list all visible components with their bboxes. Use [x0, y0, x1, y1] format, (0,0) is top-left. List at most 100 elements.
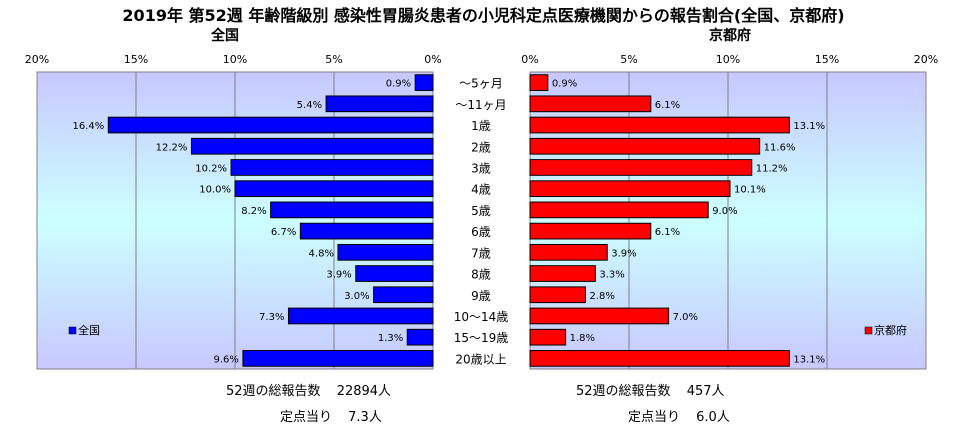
national-data-label: 4.8% [309, 248, 334, 259]
footer-national-per: 定点当り 7.3人 [280, 406, 382, 425]
national-bar [373, 286, 434, 304]
kyoto-data-label: 0.9% [552, 79, 577, 90]
kyoto-tick-label: 0% [521, 53, 538, 66]
national-tick-label: 0% [424, 53, 441, 66]
kyoto-data-label: 13.1% [793, 121, 825, 132]
national-data-label: 10.0% [199, 185, 231, 196]
legend-national-swatch [68, 326, 77, 335]
kyoto-bar [529, 74, 549, 91]
kyoto-bar [529, 243, 608, 261]
footer-national-per-label: 定点当り [280, 410, 333, 425]
category-label: 6歳 [471, 225, 491, 239]
footer-kyoto-total-label: 52週の総報告数 [576, 384, 671, 399]
kyoto-bar [529, 307, 670, 325]
category-label: 9歳 [471, 289, 491, 303]
right-panel: 0% 5% 10% 15% 20% 0.9% 6.1% 13.1% 11.6% 11.2% 10.1… [521, 53, 938, 370]
national-data-label: 1.3% [378, 333, 403, 344]
footer-national-per-value: 7.3人 [348, 410, 382, 425]
national-tick-label: 10% [223, 53, 247, 66]
kyoto-bar [529, 137, 761, 155]
national-bar [325, 95, 434, 113]
national-bar [242, 350, 434, 367]
category-label: 7歳 [471, 246, 491, 260]
category-label: 20歳以上 [455, 352, 506, 366]
national-data-label: 3.0% [344, 291, 369, 302]
kyoto-data-label: 6.1% [655, 100, 680, 111]
national-tick-label: 5% [325, 53, 342, 66]
national-bar [190, 137, 434, 155]
right-panel-title: 京都府 [709, 27, 751, 44]
category-label: 8歳 [471, 268, 491, 282]
footer-national-total-value: 22894人 [336, 384, 392, 399]
kyoto-bar [529, 222, 652, 240]
kyoto-tick-label: 20% [914, 53, 938, 66]
national-bar [287, 307, 434, 325]
national-bar [406, 328, 434, 346]
national-tick-label: 20% [25, 53, 49, 66]
kyoto-bar [529, 180, 731, 198]
footer-kyoto-per-value: 6.0人 [696, 410, 730, 425]
kyoto-tick-label: 10% [716, 53, 740, 66]
kyoto-bar [529, 201, 709, 219]
category-label: 3歳 [471, 161, 491, 175]
kyoto-data-label: 7.0% [673, 312, 698, 323]
kyoto-data-label: 11.2% [756, 163, 788, 174]
kyoto-bar [529, 116, 790, 134]
category-label: 4歳 [471, 183, 491, 197]
national-data-label: 9.6% [214, 354, 239, 365]
national-data-label: 10.2% [195, 163, 227, 174]
national-bar [270, 201, 434, 219]
national-bar [337, 243, 434, 261]
kyoto-bar [529, 95, 652, 113]
kyoto-tick-label: 15% [815, 53, 839, 66]
legend-kyoto: 京都府 [864, 323, 907, 337]
national-bar [299, 222, 434, 240]
national-data-label: 12.2% [156, 142, 188, 153]
kyoto-data-label: 11.6% [764, 142, 796, 153]
kyoto-bar [529, 328, 567, 346]
national-bar [355, 265, 434, 282]
kyoto-tick-label: 5% [620, 53, 637, 66]
national-tick-label: 15% [124, 53, 148, 66]
chart-title: 2019年 第52週 年齢階級別 感染性胃腸炎患者の小児科定点医療機関からの報告… [122, 6, 845, 25]
category-label: 5歳 [471, 204, 491, 218]
national-data-label: 6.7% [271, 227, 296, 238]
national-bar [234, 180, 434, 198]
footer-national-total: 52週の総報告数 22894人 [226, 380, 391, 399]
national-data-label: 7.3% [259, 312, 284, 323]
category-label: 10～14歳 [454, 310, 509, 324]
national-data-label: 8.2% [241, 206, 266, 217]
national-data-label: 5.4% [297, 100, 322, 111]
kyoto-bar [529, 265, 596, 282]
kyoto-data-label: 3.3% [599, 270, 624, 281]
category-label: ～5ヶ月 [459, 77, 503, 91]
category-label: 2歳 [471, 140, 491, 154]
footer-kyoto-total: 52週の総報告数 457人 [576, 380, 725, 399]
category-label: 15～19歳 [454, 331, 509, 345]
left-panel-title: 全国 [210, 27, 239, 44]
footer-kyoto-total-value: 457人 [686, 384, 725, 399]
national-data-label: 0.9% [386, 79, 411, 90]
kyoto-data-label: 1.8% [570, 333, 595, 344]
kyoto-bar [529, 286, 586, 304]
kyoto-data-label: 10.1% [734, 185, 766, 196]
legend-kyoto-swatch [864, 326, 873, 335]
kyoto-data-label: 2.8% [589, 291, 614, 302]
category-label: ～11ヶ月 [455, 98, 506, 112]
left-panel: 20% 15% 10% 5% 0% 0.9% 5.4% 16.4% 12.2% 10.2% 10.0… [25, 53, 442, 370]
national-bar [414, 74, 434, 91]
national-bar [107, 116, 434, 134]
national-data-label: 3.9% [326, 270, 351, 281]
category-labels: ～5ヶ月 ～11ヶ月 1歳 2歳 3歳 4歳 5歳 6歳 7歳 8歳 9歳 10～14歳 15～19歳 2… [454, 77, 509, 367]
kyoto-bar [529, 159, 753, 176]
kyoto-bar [529, 350, 790, 367]
national-bar [230, 159, 434, 176]
footer-national-total-label: 52週の総報告数 [226, 384, 321, 399]
legend-national-label: 全国 [78, 323, 100, 337]
national-data-label: 16.4% [72, 121, 104, 132]
footer-kyoto-per-label: 定点当り [628, 410, 681, 425]
legend-kyoto-label: 京都府 [874, 323, 907, 337]
kyoto-data-label: 13.1% [793, 354, 825, 365]
kyoto-data-label: 9.0% [712, 206, 737, 217]
